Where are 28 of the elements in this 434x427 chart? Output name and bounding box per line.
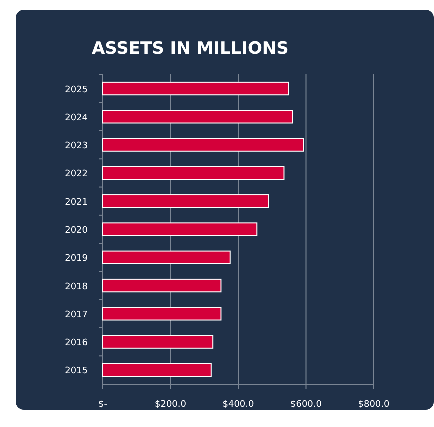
y-tick-label: 2023	[65, 142, 88, 152]
bar	[102, 222, 258, 236]
y-tick-label: 2016	[65, 338, 88, 349]
y-tick-label: 2019	[65, 254, 88, 264]
x-tick-label: $800.0	[358, 400, 390, 410]
bar	[102, 138, 304, 152]
bar	[102, 278, 222, 293]
y-tick-label: 2015	[65, 366, 88, 377]
bar	[102, 166, 285, 180]
y-tick-label: 2025	[65, 85, 88, 96]
y-tick-label: 2017	[65, 310, 88, 320]
bar	[102, 194, 270, 208]
x-tick-label: $400.0	[222, 400, 255, 410]
chart-title: ASSETS IN MILLIONS	[92, 39, 289, 59]
y-tick-label: 2020	[65, 226, 88, 236]
y-tick-label: 2018	[65, 282, 88, 292]
bar	[102, 335, 214, 349]
bar	[102, 82, 290, 96]
y-tick-label: 2021	[65, 198, 88, 208]
bar	[102, 110, 294, 124]
x-tick-label: $600.0	[290, 400, 322, 410]
bar	[102, 250, 231, 264]
bar	[102, 307, 222, 321]
bar	[102, 363, 212, 378]
x-tick-label: $-	[98, 400, 108, 410]
x-tick-label: $200.0	[155, 400, 187, 410]
y-tick-label: 2024	[65, 113, 88, 124]
y-tick-label: 2022	[65, 170, 88, 180]
